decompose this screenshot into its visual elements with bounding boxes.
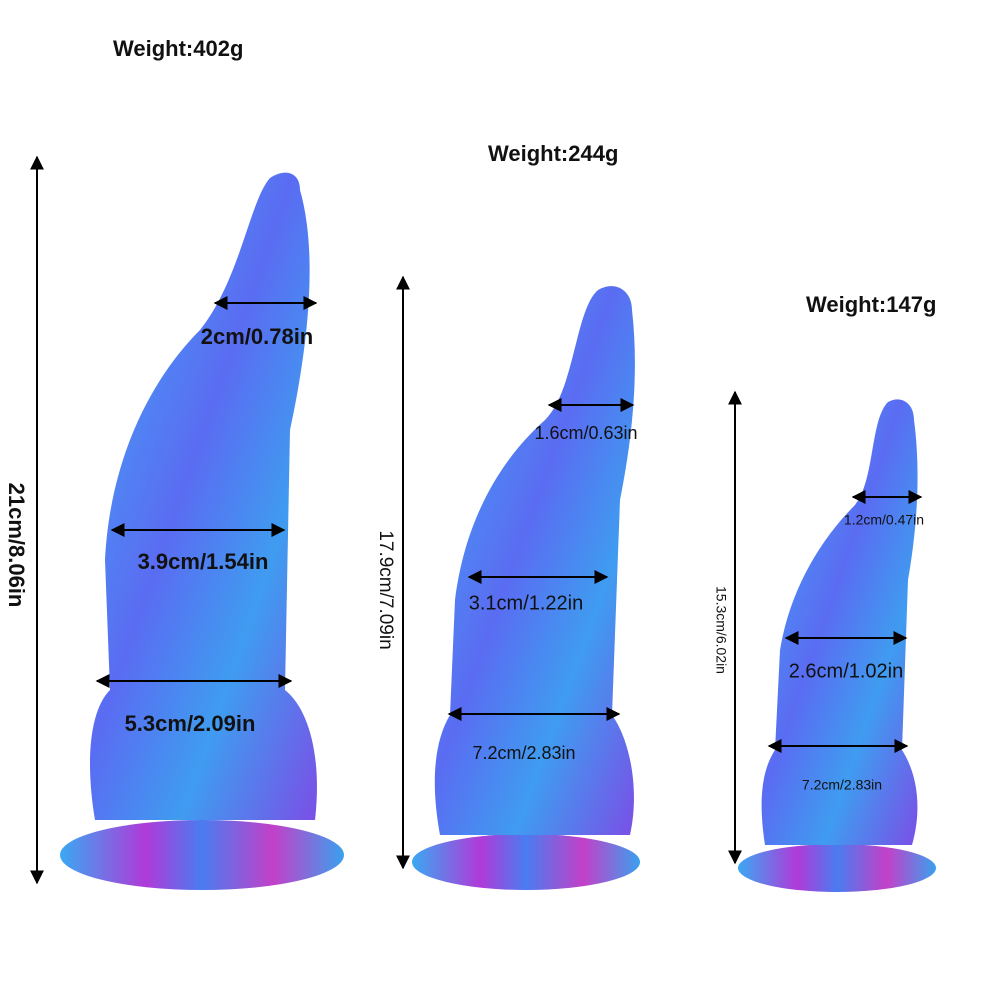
base-plate bbox=[60, 820, 344, 890]
width: 3.9cm/1.54in bbox=[138, 549, 269, 574]
weight: Weight:402g bbox=[113, 36, 243, 61]
product-medium: Weight:244g 17.9cm/7.09in 1.6cm/0.63in 3… bbox=[375, 141, 640, 890]
width: 1.6cm/0.63in bbox=[534, 423, 637, 443]
product-large: Weight:402g 21cm/8.06in 2cm/0.78in 3.9cm… bbox=[4, 36, 344, 890]
body bbox=[434, 286, 635, 835]
body bbox=[90, 172, 317, 821]
weight: Weight:147g bbox=[806, 292, 936, 317]
width: 7.2cm/2.83in bbox=[472, 743, 575, 763]
width: 2cm/0.78in bbox=[201, 324, 314, 349]
width: 3.1cm/1.22in bbox=[469, 592, 584, 614]
width: 7.2cm/2.83in bbox=[802, 777, 882, 793]
width: 1.2cm/0.47in bbox=[844, 512, 924, 528]
base-plate bbox=[738, 844, 936, 892]
height: 15.3cm/6.02in bbox=[713, 586, 729, 674]
product-small: Weight:147g 15.3cm/6.02in 1.2cm/0.47in 2… bbox=[713, 292, 936, 892]
width: 5.3cm/2.09in bbox=[125, 711, 256, 736]
height: 21cm/8.06in bbox=[4, 483, 29, 608]
base-plate bbox=[412, 834, 640, 890]
height: 17.9cm/7.09in bbox=[375, 530, 396, 649]
body bbox=[761, 399, 918, 845]
weight: Weight:244g bbox=[488, 141, 618, 166]
width: 2.6cm/1.02in bbox=[789, 660, 904, 682]
